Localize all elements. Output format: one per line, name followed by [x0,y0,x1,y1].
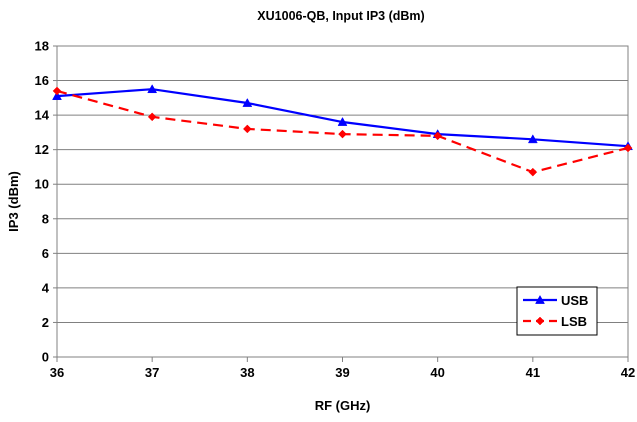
y-tick-label: 8 [42,211,49,226]
legend-box [516,286,598,336]
data-point-lsb [528,167,538,177]
data-point-lsb [52,86,62,96]
series-layer [52,84,633,177]
legend-label: USB [561,293,588,308]
series-usb [52,84,633,151]
x-tick-label: 40 [430,365,444,380]
data-point-usb [242,98,253,107]
y-tick-label: 18 [35,39,49,54]
x-axis: 36 37 38 39 40 41 42 [50,357,635,380]
x-tick-label: 36 [50,365,64,380]
legend: USB LSB [516,286,598,336]
y-tick-label: 0 [42,350,49,365]
y-axis: 0 2 4 6 8 10 12 14 16 18 [35,39,57,365]
chart-title: XU1006-QB, Input IP3 (dBm) [257,9,424,23]
data-point-usb [52,91,62,100]
x-tick-label: 42 [621,365,635,380]
data-point-usb [527,134,538,144]
y-tick-label: 6 [42,246,49,261]
legend-label: LSB [561,314,587,329]
x-tick-label: 38 [240,365,254,380]
x-axis-title: RF (GHz) [315,398,371,413]
legend-item-usb: USB [523,293,588,308]
data-point-usb [337,117,348,126]
y-tick-label: 10 [35,177,49,192]
data-point-lsb [433,131,443,141]
y-axis-title: IP3 (dBm) [6,171,21,232]
legend-marker [535,294,545,304]
y-tick-label: 14 [35,108,50,123]
y-tick-label: 16 [35,73,49,88]
x-tick-label: 37 [145,365,159,380]
data-point-usb [147,84,158,94]
gridlines [57,45,628,323]
data-point-lsb [338,129,347,139]
data-point-lsb [623,143,633,153]
data-point-lsb [242,124,252,134]
x-tick-label: 39 [335,365,349,380]
x-tick-label: 41 [526,365,540,380]
y-tick-label: 2 [42,315,49,330]
y-tick-label: 12 [35,142,49,157]
series-lsb [52,86,633,177]
data-point-lsb [147,112,157,122]
legend-item-lsb: LSB [523,314,587,329]
legend-marker [535,316,545,326]
y-tick-label: 4 [42,280,50,295]
